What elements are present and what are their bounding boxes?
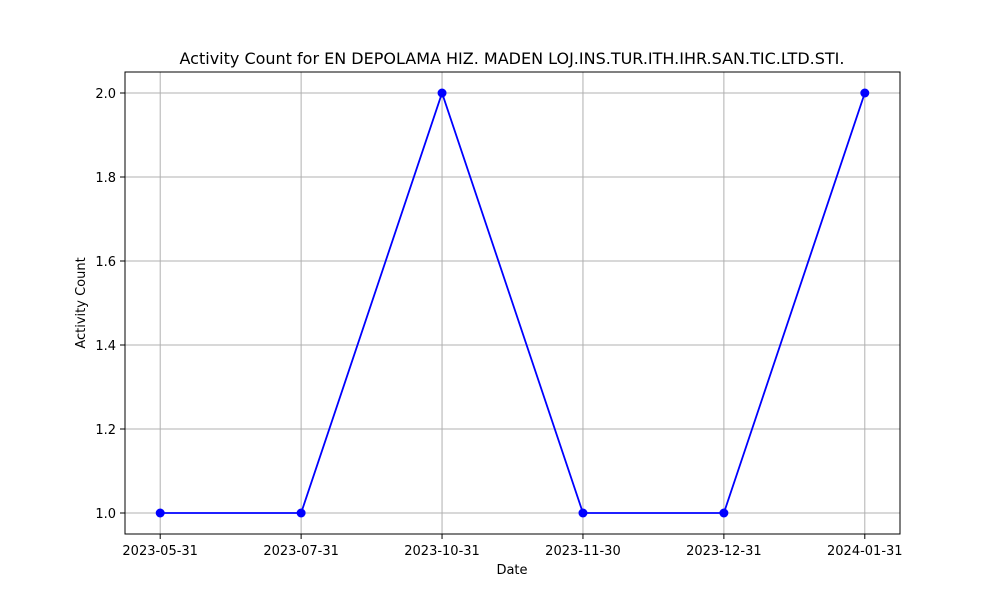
data-point <box>155 508 165 518</box>
y-axis-label: Activity Count <box>74 257 89 348</box>
x-tick-label: 2023-05-31 <box>122 544 198 559</box>
plot-frame <box>124 71 901 535</box>
x-axis-ticks: 2023-05-31 2023-07-31 2023-10-31 2023-11-30… <box>122 534 903 559</box>
y-tick-label: 1.4 <box>95 339 116 354</box>
data-point <box>437 88 447 98</box>
data-point <box>719 508 729 518</box>
y-tick-label: 1.0 <box>95 507 116 522</box>
y-tick-label: 1.2 <box>95 423 116 438</box>
data-point <box>296 508 306 518</box>
series-line <box>160 90 866 514</box>
x-tick-label: 2024-01-31 <box>827 544 903 559</box>
y-tick-label: 1.8 <box>95 171 116 186</box>
data-point <box>578 508 588 518</box>
x-tick-label: 2023-07-31 <box>263 544 339 559</box>
x-tick-label: 2023-12-31 <box>686 544 762 559</box>
data-point <box>860 88 870 98</box>
y-tick-label: 1.6 <box>95 255 116 270</box>
x-axis-label: Date <box>496 563 527 578</box>
y-axis-ticks: 1.0 1.2 1.4 1.6 1.8 2.0 <box>95 87 125 522</box>
chart-title: Activity Count for EN DEPOLAMA HIZ. MADE… <box>180 49 845 68</box>
series-layer <box>155 88 870 518</box>
x-tick-label: 2023-11-30 <box>545 544 621 559</box>
y-tick-label: 2.0 <box>95 87 116 102</box>
x-tick-label: 2023-10-31 <box>404 544 480 559</box>
